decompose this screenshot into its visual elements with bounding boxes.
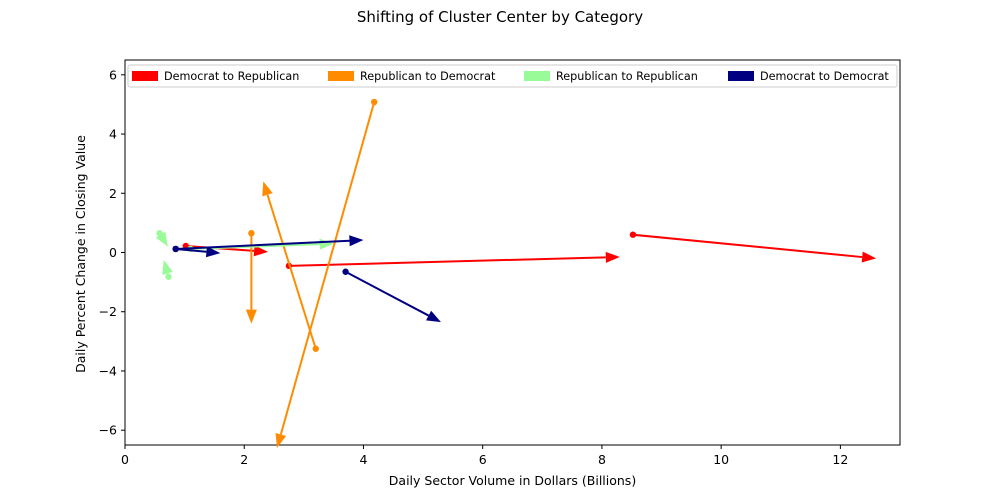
chart-title: Shifting of Cluster Center by Category <box>357 8 643 26</box>
x-tick-label: 8 <box>598 452 606 467</box>
y-tick-label: −4 <box>99 363 117 378</box>
vector-arrowhead <box>275 432 287 448</box>
legend-frame <box>127 64 898 88</box>
legend-label: Republican to Democrat <box>360 70 496 83</box>
vector-arrowhead <box>205 246 221 258</box>
y-axis-label: Daily Percent Change in Closing Value <box>73 135 88 373</box>
x-tick-label: 4 <box>359 452 367 467</box>
x-axis-label: Daily Sector Volume in Dollars (Billions… <box>389 473 636 488</box>
x-tick-label: 10 <box>713 452 729 467</box>
vector-origin-point <box>370 98 378 106</box>
vector-shaft <box>266 194 317 350</box>
vector-origin-point <box>248 230 255 237</box>
y-tick-label: 0 <box>109 245 117 260</box>
vector-origin-point <box>165 273 172 280</box>
vector-arrowhead <box>861 251 877 263</box>
vector-shaft <box>175 247 207 253</box>
legend-swatch <box>328 71 354 81</box>
x-tick-label: 2 <box>240 452 248 467</box>
y-tick-label: −2 <box>99 304 117 319</box>
x-axis-ticks: 0 2 4 6 8 10 12 <box>121 445 848 467</box>
vector-origin-point <box>342 268 349 275</box>
y-tick-label: 2 <box>109 186 117 201</box>
legend-label: Republican to Republican <box>556 70 698 83</box>
vector-origin-point <box>312 345 319 352</box>
x-tick-label: 6 <box>479 452 487 467</box>
vector-shaft <box>279 101 376 435</box>
vector-origin-point <box>629 231 637 238</box>
vector-arrowhead <box>155 231 168 247</box>
legend-swatch <box>524 71 550 81</box>
vector-shaft <box>288 256 606 267</box>
y-axis-ticks: −6 −4 −2 0 2 4 6 <box>99 67 125 438</box>
vector-shaft <box>175 239 350 250</box>
legend-label: Democrat to Democrat <box>760 70 889 83</box>
x-tick-label: 12 <box>832 452 848 467</box>
vector-arrowhead <box>253 245 269 257</box>
vector-arrowhead <box>605 251 620 263</box>
vectors <box>155 98 877 448</box>
legend-swatch <box>728 71 754 81</box>
x-tick-label: 0 <box>121 452 129 467</box>
legend: Democrat to Republican Republican to Demo… <box>127 64 898 88</box>
vector-arrowhead <box>262 181 273 197</box>
vector-arrowhead <box>426 310 441 323</box>
vector-shaft <box>632 233 863 259</box>
vector-arrowhead <box>245 309 257 324</box>
y-tick-label: 6 <box>109 67 117 82</box>
vector-arrowhead <box>349 235 364 247</box>
y-tick-label: 4 <box>109 127 117 142</box>
y-tick-label: −6 <box>99 423 117 438</box>
vector-shaft <box>345 270 430 317</box>
vector-arrowhead <box>162 259 173 275</box>
legend-label: Democrat to Republican <box>164 70 299 83</box>
vector-origin-point <box>156 230 163 237</box>
vector-origin-point <box>172 245 179 253</box>
legend-swatch <box>132 71 158 81</box>
